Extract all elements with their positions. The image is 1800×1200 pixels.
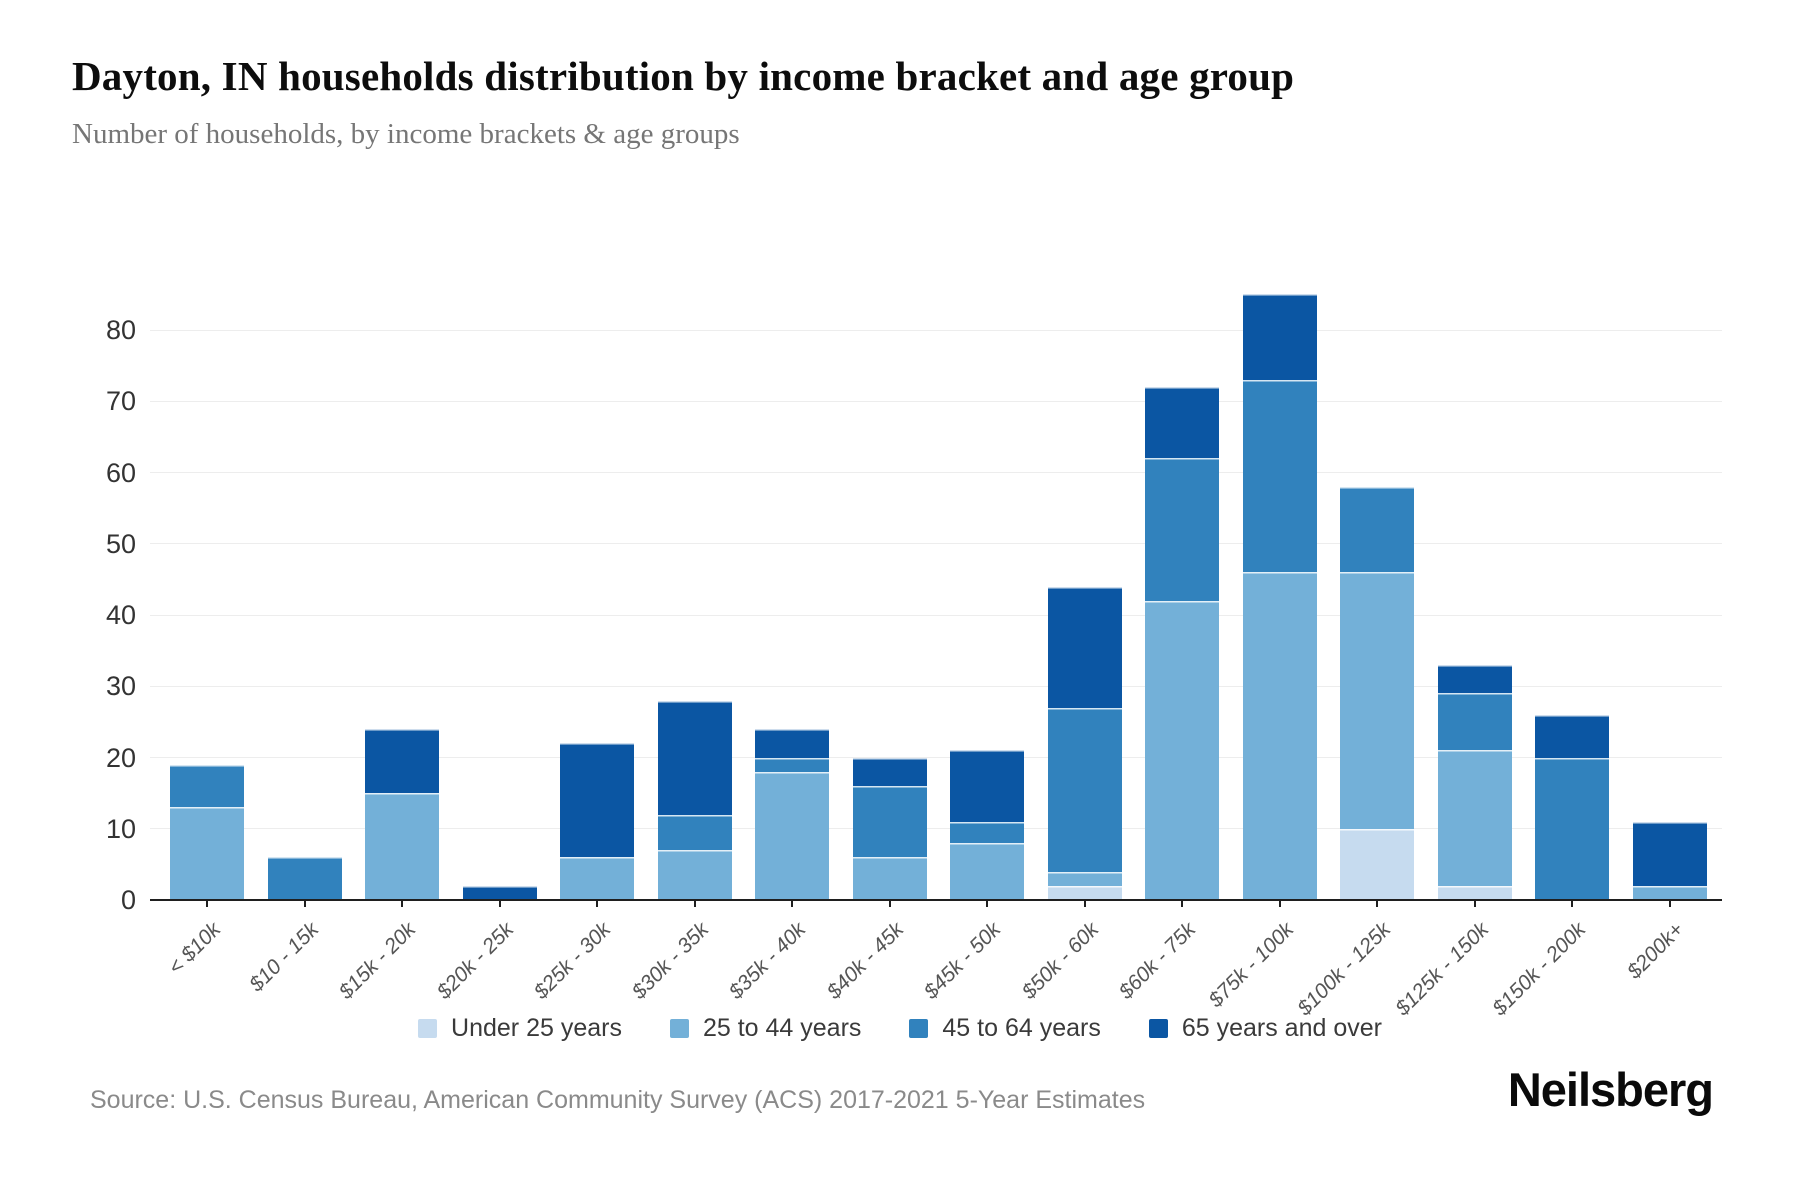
x-axis-tick [1278, 900, 1281, 907]
gridline [150, 472, 1722, 473]
bar-segment-65-years-and-over [462, 885, 537, 900]
legend-swatch [669, 1019, 689, 1038]
y-axis-tick-label: 60 [105, 457, 136, 488]
chart-legend: Under 25 years 25 to 44 years 45 to 64 yea… [0, 1014, 1800, 1043]
gridline [150, 400, 1722, 402]
chart-subtitle: Number of households, by income brackets… [72, 118, 740, 150]
bar-segment-65-years-and-over [560, 743, 634, 858]
bar-segment-65-years-and-over [1047, 586, 1122, 708]
x-axis-tick [1473, 900, 1476, 907]
bar-segment-25-to-44-years [1047, 871, 1122, 886]
bar-segment-45-to-64-years [267, 857, 342, 900]
bar-segment-25-to-44-years [657, 850, 732, 900]
bar-segment-25-to-44-years [1437, 750, 1512, 886]
legend-item: 45 to 64 years [909, 1014, 1101, 1043]
y-axis-tick-label: 50 [105, 528, 136, 559]
bar-segment-65-years-and-over [755, 729, 829, 758]
y-axis-tick-label: 0 [120, 885, 136, 915]
gridline [150, 828, 1722, 830]
bar-segment-25-to-44-years [1145, 600, 1219, 900]
bar-segment-65-years-and-over [852, 757, 927, 786]
x-axis-tick [303, 900, 306, 907]
legend-label: 65 years and over [1181, 1014, 1382, 1042]
y-axis-tick-label: 70 [105, 386, 136, 417]
bar-segment-under-25-years [1437, 885, 1512, 900]
legend-item: Under 25 years [418, 1014, 622, 1043]
legend-label: 45 to 64 years [942, 1014, 1101, 1042]
gridline [150, 329, 1722, 331]
x-axis-tick [401, 900, 403, 907]
bar-segment-65-years-and-over [1535, 714, 1609, 758]
bar-segment-45-to-64-years [852, 786, 927, 858]
bar-segment-25-to-44-years [755, 771, 829, 900]
page-title: Dayton, IN households distribution by in… [72, 53, 1295, 99]
bar-segment-25-to-44-years [1340, 572, 1414, 829]
x-axis-tick [791, 900, 793, 907]
bar-segment-45-to-64-years [950, 821, 1024, 843]
x-axis-tick [986, 900, 988, 907]
legend-label: Under 25 years [451, 1014, 622, 1042]
x-axis-tick [1083, 900, 1086, 907]
bar-segment-65-years-and-over [365, 729, 439, 794]
bar-segment-45-to-64-years [1242, 379, 1317, 573]
bar-segment-65-years-and-over [950, 750, 1024, 822]
bar-segment-25-to-44-years [852, 857, 927, 900]
y-axis-tick-label: 10 [105, 813, 136, 844]
bar-segment-25-to-44-years [950, 843, 1024, 900]
y-axis-tick-label: 40 [105, 600, 136, 630]
x-axis-tick [1376, 900, 1378, 907]
bar-segment-25-to-44-years [1242, 572, 1317, 900]
source-note: Source: U.S. Census Bureau, American Com… [90, 1086, 1146, 1114]
gridline [150, 685, 1722, 687]
legend-swatch [418, 1019, 438, 1038]
bar-segment-under-25-years [1047, 885, 1122, 900]
x-axis-tick [1181, 900, 1183, 907]
x-axis-tick [693, 900, 696, 907]
y-axis-tick-label: 30 [105, 671, 136, 702]
x-axis-tick [1571, 900, 1573, 907]
brand-logo: Neilsberg [1507, 1063, 1714, 1116]
bar-segment-under-25-years [1340, 828, 1414, 900]
bar-segment-25-to-44-years [365, 793, 439, 900]
x-axis-tick [206, 900, 208, 907]
bar-segment-45-to-64-years [1535, 757, 1609, 900]
bar-segment-65-years-and-over [1632, 821, 1707, 886]
bar-segment-25-to-44-years [170, 807, 244, 900]
bar-segment-45-to-64-years [755, 757, 829, 772]
bar-segment-45-to-64-years [1340, 486, 1414, 573]
legend-label: 25 to 44 years [702, 1014, 862, 1042]
legend-item: 25 to 44 years [669, 1014, 862, 1043]
bar-segment-65-years-and-over [657, 700, 732, 815]
x-axis-tick [1668, 900, 1671, 907]
legend-swatch [909, 1019, 929, 1038]
bar-segment-45-to-64-years [1145, 458, 1219, 601]
gridline [150, 757, 1722, 758]
bar-segment-25-to-44-years [560, 857, 634, 900]
legend-item: 65 years and over [1148, 1014, 1382, 1043]
bar-segment-45-to-64-years [657, 814, 732, 851]
bar-segment-25-to-44-years [1632, 885, 1707, 900]
bar-segment-65-years-and-over [1437, 664, 1512, 694]
x-axis-tick [498, 900, 501, 907]
gridline [150, 543, 1722, 545]
bar-segment-65-years-and-over [1242, 294, 1317, 380]
y-axis-tick-label: 20 [105, 742, 136, 773]
legend-swatch [1148, 1019, 1168, 1038]
y-axis-tick-label: 80 [105, 315, 136, 345]
bar-segment-45-to-64-years [1437, 693, 1512, 751]
x-axis-tick [888, 900, 891, 907]
bar-segment-65-years-and-over [1145, 387, 1219, 459]
x-axis-line [150, 899, 1722, 901]
gridline [150, 614, 1722, 616]
bar-segment-45-to-64-years [170, 764, 244, 808]
x-axis-tick [596, 900, 598, 907]
bar-segment-45-to-64-years [1047, 707, 1122, 872]
